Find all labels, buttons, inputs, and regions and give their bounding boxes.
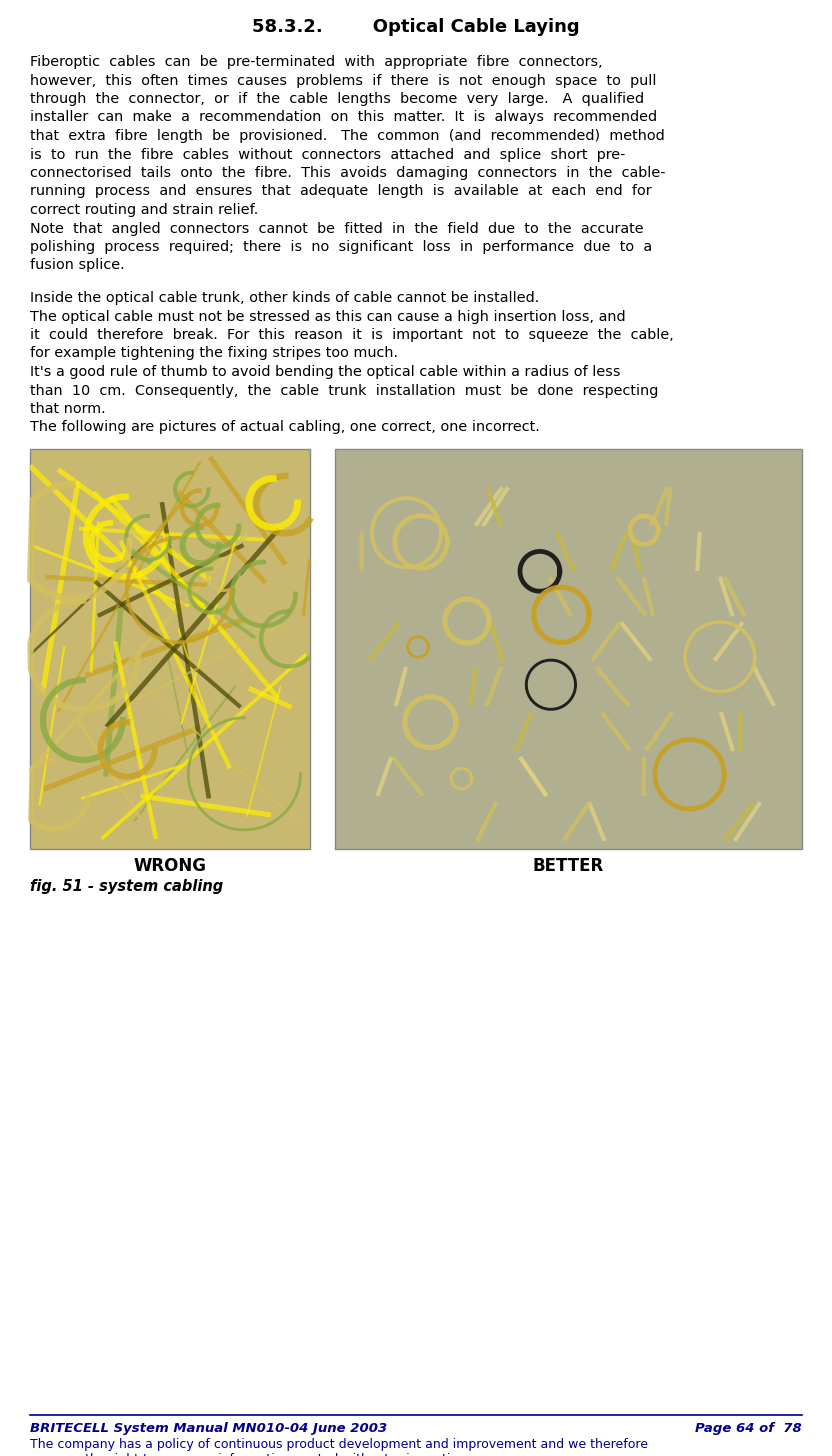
Text: reserve  the right to vary any information quoted without prior notice.: reserve the right to vary any informatio…	[30, 1453, 469, 1456]
Text: than  10  cm.  Consequently,  the  cable  trunk  installation  must  be  done  r: than 10 cm. Consequently, the cable trun…	[30, 383, 658, 397]
Text: BETTER: BETTER	[532, 858, 604, 875]
Text: running  process  and  ensures  that  adequate  length  is  available  at  each : running process and ensures that adequat…	[30, 185, 651, 198]
Text: fig. 51 - system cabling: fig. 51 - system cabling	[30, 879, 223, 894]
Text: 58.3.2.        Optical Cable Laying: 58.3.2. Optical Cable Laying	[252, 17, 580, 36]
Text: through  the  connector,  or  if  the  cable  lengths  become  very  large.   A : through the connector, or if the cable l…	[30, 92, 644, 106]
Text: it  could  therefore  break.  For  this  reason  it  is  important  not  to  squ: it could therefore break. For this reaso…	[30, 328, 674, 342]
Text: WRONG: WRONG	[133, 858, 206, 875]
Text: BRITECELL System Manual MN010-04 June 2003: BRITECELL System Manual MN010-04 June 20…	[30, 1423, 387, 1436]
Text: installer  can  make  a  recommendation  on  this  matter.  It  is  always  reco: installer can make a recommendation on t…	[30, 111, 657, 125]
Text: that norm.: that norm.	[30, 402, 106, 416]
Bar	[30, 448, 310, 849]
Bar	[335, 448, 802, 849]
Text: correct routing and strain relief.: correct routing and strain relief.	[30, 202, 258, 217]
Text: fusion splice.: fusion splice.	[30, 259, 125, 272]
Text: The following are pictures of actual cabling, one correct, one incorrect.: The following are pictures of actual cab…	[30, 421, 540, 434]
Text: Page 64 of  78: Page 64 of 78	[696, 1423, 802, 1436]
Text: The optical cable must not be stressed as this can cause a high insertion loss, : The optical cable must not be stressed a…	[30, 310, 626, 323]
Text: is  to  run  the  fibre  cables  without  connectors  attached  and  splice  sho: is to run the fibre cables without conne…	[30, 147, 626, 162]
Text: Fiberoptic  cables  can  be  pre-terminated  with  appropriate  fibre  connector: Fiberoptic cables can be pre-terminated …	[30, 55, 602, 68]
Text: that  extra  fibre  length  be  provisioned.   The  common  (and  recommended)  : that extra fibre length be provisioned. …	[30, 130, 665, 143]
Text: It's a good rule of thumb to avoid bending the optical cable within a radius of : It's a good rule of thumb to avoid bendi…	[30, 365, 621, 379]
Text: connectorised  tails  onto  the  fibre.  This  avoids  damaging  connectors  in : connectorised tails onto the fibre. This…	[30, 166, 666, 181]
Text: for example tightening the fixing stripes too much.: for example tightening the fixing stripe…	[30, 347, 398, 361]
Text: however,  this  often  times  causes  problems  if  there  is  not  enough  spac: however, this often times causes problem…	[30, 73, 656, 87]
Text: Note  that  angled  connectors  cannot  be  fitted  in  the  field  due  to  the: Note that angled connectors cannot be fi…	[30, 221, 644, 236]
Text: The company has a policy of continuous product development and improvement and w: The company has a policy of continuous p…	[30, 1439, 648, 1452]
Text: Inside the optical cable trunk, other kinds of cable cannot be installed.: Inside the optical cable trunk, other ki…	[30, 291, 539, 304]
Text: polishing  process  required;  there  is  no  significant  loss  in  performance: polishing process required; there is no …	[30, 240, 652, 253]
